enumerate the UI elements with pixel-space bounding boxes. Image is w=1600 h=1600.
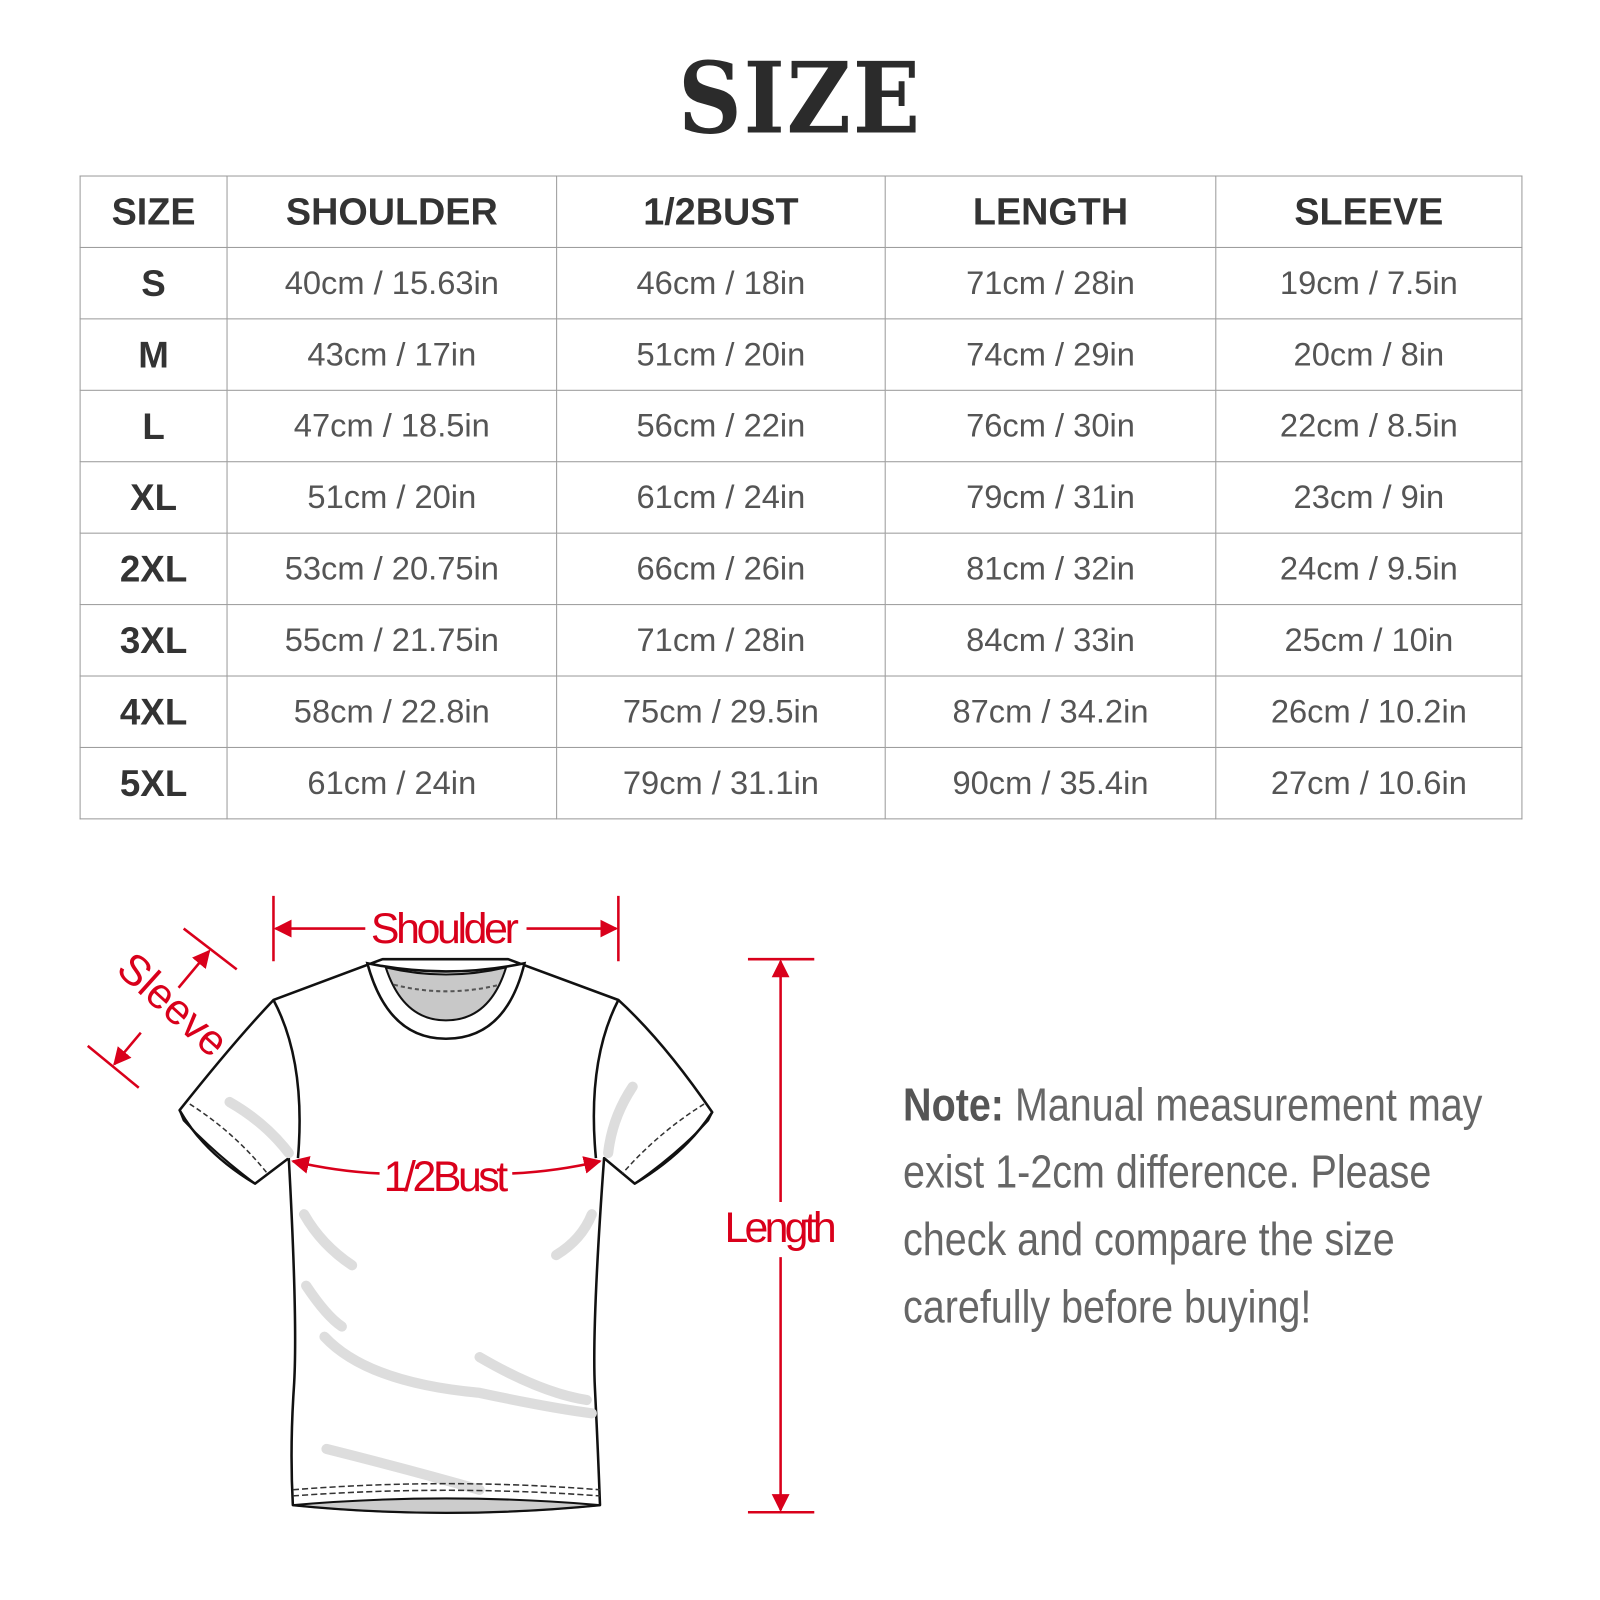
measurement-cell: 26cm / 10.2in [1215,675,1523,748]
table-row: 5XL 61cm / 24in 79cm / 31.1in 90cm / 35.4in… [79,746,1523,820]
column-header: SIZE [79,175,228,248]
note-text: Note: Manual measurement may exist 1-2cm… [903,1071,1517,1340]
tshirt-illustration [178,957,714,1515]
measurement-cell: 46cm / 18in [556,246,886,320]
measurement-cell: 20cm / 8in [1215,318,1523,391]
measurement-cell: 61cm / 24in [226,746,558,820]
measurement-cell: 90cm / 35.4in [884,746,1217,820]
measurement-cell: 56cm / 22in [556,389,886,463]
shoulder-label: Shoulder [371,905,519,953]
column-header: 1/2BUST [556,175,886,248]
size-cell: S [79,246,228,320]
size-cell: L [79,389,228,463]
measurement-cell: 81cm / 32in [884,532,1217,606]
size-cell: 2XL [79,532,228,606]
measurement-cell: 61cm / 24in [556,461,886,534]
measurement-cell: 27cm / 10.6in [1215,746,1523,820]
measurement-cell: 79cm / 31.1in [556,746,886,820]
table-row: S 40cm / 15.63in 46cm / 18in 71cm / 28in 19c… [79,246,1523,320]
measurement-cell: 79cm / 31in [884,461,1217,534]
measurement-cell: 75cm / 29.5in [556,675,886,748]
length-label: Length [724,1204,836,1252]
column-header: SLEEVE [1215,175,1523,248]
column-header: LENGTH [884,175,1217,248]
measurement-cell: 76cm / 30in [884,389,1217,463]
measurement-cell: 43cm / 17in [226,318,558,391]
bust-measure [291,1156,602,1175]
measurement-cell: 23cm / 9in [1215,461,1523,534]
note-body: Manual measurement may exist 1-2cm diffe… [903,1078,1483,1333]
size-table: SIZE SHOULDER 1/2BUST LENGTH SLEEVE S 40cm / … [79,175,1523,820]
size-cell: XL [79,461,228,534]
table-row: XL 51cm / 20in 61cm / 24in 79cm / 31in 23cm … [79,461,1523,534]
note-label: Note: [903,1078,1004,1131]
measurement-cell: 71cm / 28in [556,604,886,677]
size-cell: 5XL [79,746,228,820]
measurement-cell: 22cm / 8.5in [1215,389,1523,463]
size-cell: M [79,318,228,391]
measurement-cell: 24cm / 9.5in [1215,532,1523,606]
table-row: 2XL 53cm / 20.75in 66cm / 26in 81cm / 32in 2… [79,532,1523,606]
sleeve-measure [86,927,238,1089]
size-cell: 4XL [79,675,228,748]
measurement-cell: 40cm / 15.63in [226,246,558,320]
table-row: M 43cm / 17in 51cm / 20in 74cm / 29in 20cm /… [79,318,1523,391]
measurement-cell: 19cm / 7.5in [1215,246,1523,320]
measurement-cell: 87cm / 34.2in [884,675,1217,748]
table-header-row: SIZE SHOULDER 1/2BUST LENGTH SLEEVE [79,175,1523,248]
table-row: 4XL 58cm / 22.8in 75cm / 29.5in 87cm / 34.2… [79,675,1523,748]
measurement-cell: 25cm / 10in [1215,604,1523,677]
shoulder-measure [272,895,620,962]
measurement-cell: 58cm / 22.8in [226,675,558,748]
table-row: 3XL 55cm / 21.75in 71cm / 28in 84cm / 33in 2… [79,604,1523,677]
table-row: L 47cm / 18.5in 56cm / 22in 76cm / 30in 22cm… [79,389,1523,463]
bust-label: 1/2Bust [384,1153,509,1201]
measurement-cell: 84cm / 33in [884,604,1217,677]
measurement-cell: 71cm / 28in [884,246,1217,320]
page-title: SIZE [678,40,922,157]
length-measure [747,957,815,1514]
measurement-cell: 66cm / 26in [556,532,886,606]
measurement-cell: 53cm / 20.75in [226,532,558,606]
measurement-cell: 51cm / 20in [226,461,558,534]
size-cell: 3XL [79,604,228,677]
measurement-cell: 55cm / 21.75in [226,604,558,677]
measurement-cell: 74cm / 29in [884,318,1217,391]
